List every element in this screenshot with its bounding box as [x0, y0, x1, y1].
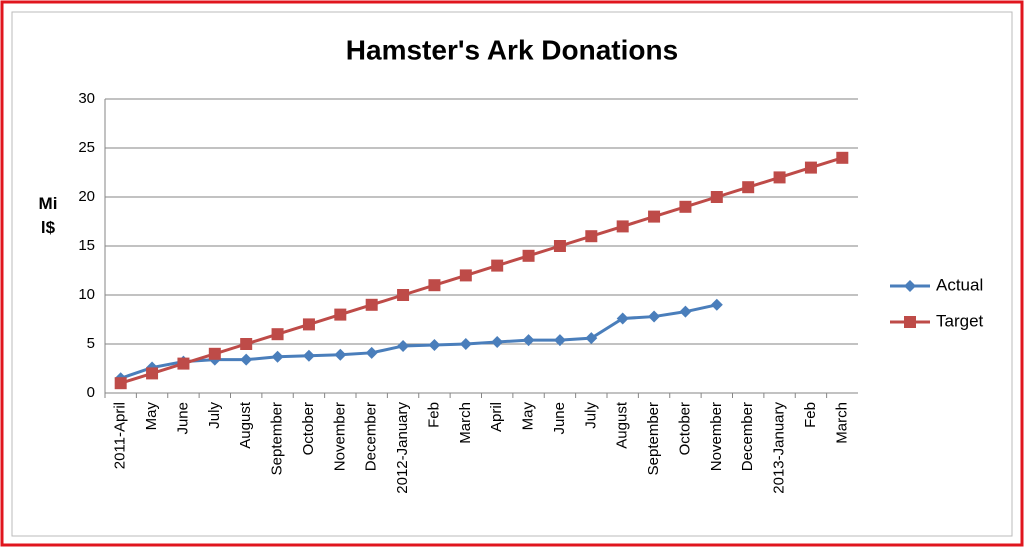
- marker: [553, 240, 566, 252]
- marker: [648, 310, 661, 323]
- x-tick-label: Feb: [425, 402, 442, 428]
- x-tick-label: July: [206, 402, 223, 429]
- x-tick-label: November: [708, 402, 725, 471]
- marker: [904, 316, 916, 328]
- marker: [491, 336, 504, 349]
- x-tick-label: March: [457, 402, 474, 444]
- marker: [365, 346, 378, 359]
- marker: [522, 249, 535, 262]
- x-tick-label: December: [363, 402, 380, 471]
- x-tick-label: October: [300, 402, 317, 455]
- marker: [302, 318, 315, 331]
- x-tick-label: Feb: [802, 402, 819, 428]
- marker: [428, 279, 441, 292]
- marker: [397, 339, 410, 352]
- x-tick-label: July: [582, 402, 599, 429]
- marker: [302, 349, 315, 362]
- marker: [146, 367, 159, 380]
- marker: [491, 259, 504, 272]
- marker: [177, 357, 190, 370]
- marker: [679, 200, 692, 213]
- marker: [397, 289, 410, 301]
- x-tick-label: 2013-January: [771, 402, 788, 494]
- x-tick-label: October: [676, 402, 693, 455]
- x-tick-label: June: [174, 402, 191, 435]
- marker: [459, 269, 472, 282]
- marker: [904, 280, 916, 292]
- marker: [836, 151, 849, 164]
- chart-area: [11, 11, 1013, 537]
- marker: [428, 338, 441, 351]
- y-axis-label: Mil$: [38, 194, 58, 237]
- marker: [616, 220, 629, 233]
- x-tick-label: September: [645, 402, 662, 475]
- marker: [804, 161, 817, 174]
- marker: [585, 230, 598, 243]
- x-tick-label: April: [488, 402, 505, 432]
- y-tick-label: 5: [87, 335, 95, 352]
- x-tick-label: March: [833, 402, 850, 444]
- x-tick-label: September: [269, 402, 286, 475]
- marker: [271, 350, 284, 363]
- marker: [271, 328, 284, 341]
- marker: [553, 334, 566, 347]
- x-tick-label: August: [614, 401, 631, 449]
- x-tick-label: June: [551, 402, 568, 435]
- marker: [240, 353, 253, 366]
- marker: [679, 305, 692, 318]
- marker: [710, 298, 723, 311]
- x-tick-label: November: [331, 402, 348, 471]
- y-tick-label: 10: [78, 286, 95, 303]
- marker: [648, 210, 661, 223]
- x-tick-label: May: [520, 402, 537, 431]
- marker: [522, 334, 535, 347]
- y-tick-label: 30: [78, 90, 95, 107]
- x-tick-label: May: [143, 402, 160, 431]
- marker: [240, 338, 253, 350]
- y-tick-label: 25: [78, 139, 95, 156]
- marker: [334, 308, 347, 321]
- y-tick-label: 20: [78, 188, 95, 205]
- marker: [616, 312, 629, 325]
- marker: [459, 338, 472, 350]
- x-tick-label: August: [237, 401, 254, 449]
- x-tick-label: 2012-January: [394, 402, 411, 494]
- y-tick-label: 15: [78, 237, 95, 254]
- legend-label: Actual: [936, 275, 983, 294]
- marker: [334, 348, 347, 361]
- y-tick-label: 0: [87, 384, 95, 401]
- chart-title: Hamster's Ark Donations: [346, 34, 678, 65]
- x-tick-label: December: [739, 402, 756, 471]
- marker: [585, 332, 598, 345]
- marker: [365, 298, 378, 311]
- legend-label: Target: [936, 311, 984, 330]
- marker: [208, 347, 221, 360]
- marker: [773, 171, 786, 184]
- marker: [710, 191, 723, 203]
- marker: [742, 181, 755, 194]
- x-tick-label: 2011-April: [112, 402, 129, 469]
- marker: [114, 377, 127, 390]
